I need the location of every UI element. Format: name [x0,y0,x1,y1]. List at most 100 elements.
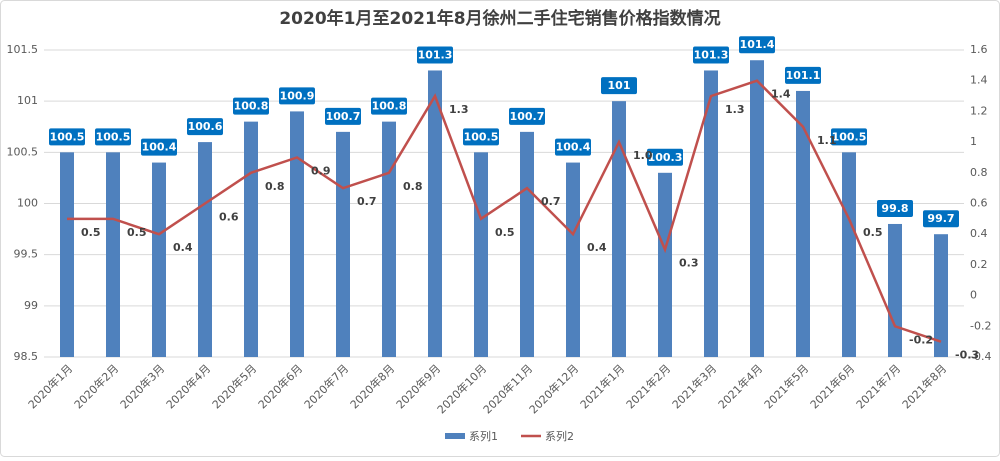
bar [842,152,856,357]
bar [520,131,534,357]
line-value-label: 0.8 [403,180,423,193]
line-value-label: 0.3 [679,257,699,270]
bar-value-label-text: 100.5 [832,130,867,143]
line-value-label: 0.9 [311,164,331,177]
bar-value-label-text: 101 [608,79,631,92]
bar-value-label: 100.5 [463,128,499,146]
bar-label-box [463,128,499,146]
line-value-label: 0.6 [219,211,239,224]
y2-tick-label: -0.4 [970,350,991,363]
y-tick-label: 100 [17,197,38,210]
bar-label-box [601,77,637,95]
y2-tick-label: 0.8 [970,166,988,179]
bar-label-box [187,118,223,136]
bar [152,162,166,357]
bar-value-label-text: 100.5 [464,130,499,143]
bar [750,60,764,357]
bar-label-box [279,87,315,105]
bar-value-label-text: 100.8 [372,100,407,113]
bar [612,101,626,358]
bar-value-label: 101.4 [739,36,775,54]
bar-value-label: 100.5 [95,128,131,146]
line-value-label: 1.3 [449,103,469,116]
bar-value-label: 101 [601,77,637,95]
line-value-label: 0.7 [357,195,377,208]
bar-label-box [831,128,867,146]
bar [704,70,718,357]
bar-value-label: 100.5 [49,128,85,146]
y2-tick-label: -0.2 [970,319,991,332]
y-tick-label: 98.5 [14,350,39,363]
bar-value-label: 100.7 [509,107,545,125]
bar-value-label: 100.5 [831,128,867,146]
bar-label-box [555,138,591,156]
bar [244,121,258,357]
legend-swatch [445,433,465,439]
bar [474,152,488,357]
bar-value-label: 100.3 [647,148,683,166]
bar-value-label-text: 100.9 [280,89,315,102]
bar [290,111,304,358]
bar-value-label-text: 100.4 [556,141,591,154]
bar-label-box [693,46,729,64]
line-value-label: -0.2 [909,333,933,346]
bar-value-label: 100.8 [233,97,269,115]
bar-value-label-text: 100.6 [188,120,223,133]
y-tick-label: 99.5 [14,248,39,261]
bar-value-label: 101.3 [693,46,729,64]
bar-value-label-text: 101.1 [786,69,821,82]
bar-label-box [49,128,85,146]
bar-value-label-text: 99.8 [881,202,908,215]
bar-label-box [141,138,177,156]
line-value-label: 0.7 [541,195,561,208]
y-tick-label: 100.5 [7,145,39,158]
bar [566,162,580,357]
bar-label-box [95,128,131,146]
y-tick-label: 99 [24,299,38,312]
bar-label-box [647,148,683,166]
bar [934,234,948,357]
legend-label: 系列1 [469,429,498,443]
line-value-label: 0.4 [587,241,607,254]
bar [796,90,810,357]
bar-value-label: 100.7 [325,107,361,125]
bar-value-label-text: 101.4 [740,38,775,51]
y-tick-label: 101.5 [7,43,39,56]
bar-value-label: 99.7 [923,210,959,228]
line-value-label: 0.5 [81,226,101,239]
bar-value-label-text: 101.3 [418,48,453,61]
bar-value-label: 100.9 [279,87,315,105]
bar-value-label: 101.1 [785,66,821,84]
bar-value-label-text: 101.3 [694,48,729,61]
line-value-label: 0.5 [863,226,883,239]
bar-label-box [371,97,407,115]
y-tick-label: 101 [17,94,38,107]
bar-value-label: 101.3 [417,46,453,64]
bar-label-box [417,46,453,64]
line-value-label: 0.5 [127,226,147,239]
line-value-label: 1.1 [817,134,837,147]
bar-value-label-text: 100.8 [234,100,269,113]
bar [60,152,74,357]
bar [382,121,396,357]
bar-value-label-text: 100.5 [96,130,131,143]
bar-value-label-text: 100.3 [648,151,683,164]
y2-tick-label: 0 [970,289,977,302]
line [67,79,942,343]
bar-value-label-text: 99.7 [927,212,954,225]
bar-label-box [877,199,913,217]
bar [428,70,442,357]
bar-value-label-text: 100.7 [510,110,545,123]
bar-label-box [509,107,545,125]
y2-tick-label: 1.6 [970,43,988,56]
bar-value-label-text: 100.5 [50,130,85,143]
bar [888,223,902,357]
bar-value-label: 99.8 [877,199,913,217]
y2-tick-label: 0.2 [970,258,988,271]
bar-value-label: 100.6 [187,118,223,136]
bar-value-label: 100.8 [371,97,407,115]
line-value-label: 1.4 [771,88,791,101]
bar-label-box [785,66,821,84]
bar-label-box [233,97,269,115]
